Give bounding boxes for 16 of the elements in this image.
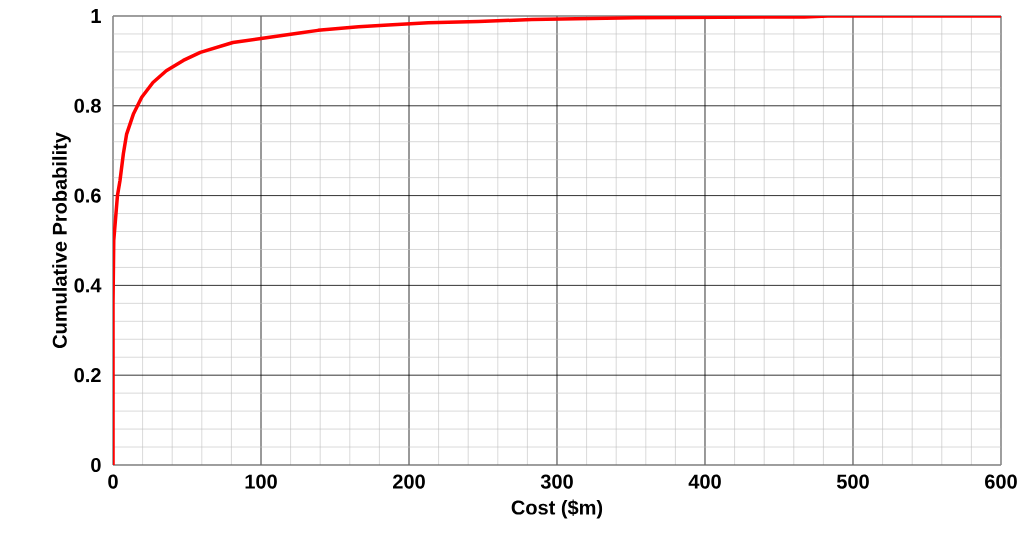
y-tick-label: 0.6 (74, 188, 101, 203)
y-tick-label: 0.4 (74, 278, 102, 293)
y-tick-label: 0 (91, 457, 101, 473)
x-tick-label: 200 (393, 474, 425, 489)
x-tick-label: 400 (688, 474, 721, 489)
x-tick-label: 300 (540, 474, 573, 489)
x-axis-title: Cost ($m) (511, 499, 603, 519)
line-series (113, 16, 1001, 465)
y-tick-label: 0.2 (74, 368, 101, 383)
x-tick-label: 100 (245, 474, 277, 489)
y-tick-label: 0.8 (74, 98, 101, 113)
y-tick-label: 1 (91, 9, 101, 23)
y-axis-title: Cumulative Probability (52, 132, 71, 349)
x-tick-label: 500 (836, 474, 869, 489)
x-tick-label: 600 (985, 474, 1017, 489)
x-tick-label: 0 (108, 474, 118, 489)
